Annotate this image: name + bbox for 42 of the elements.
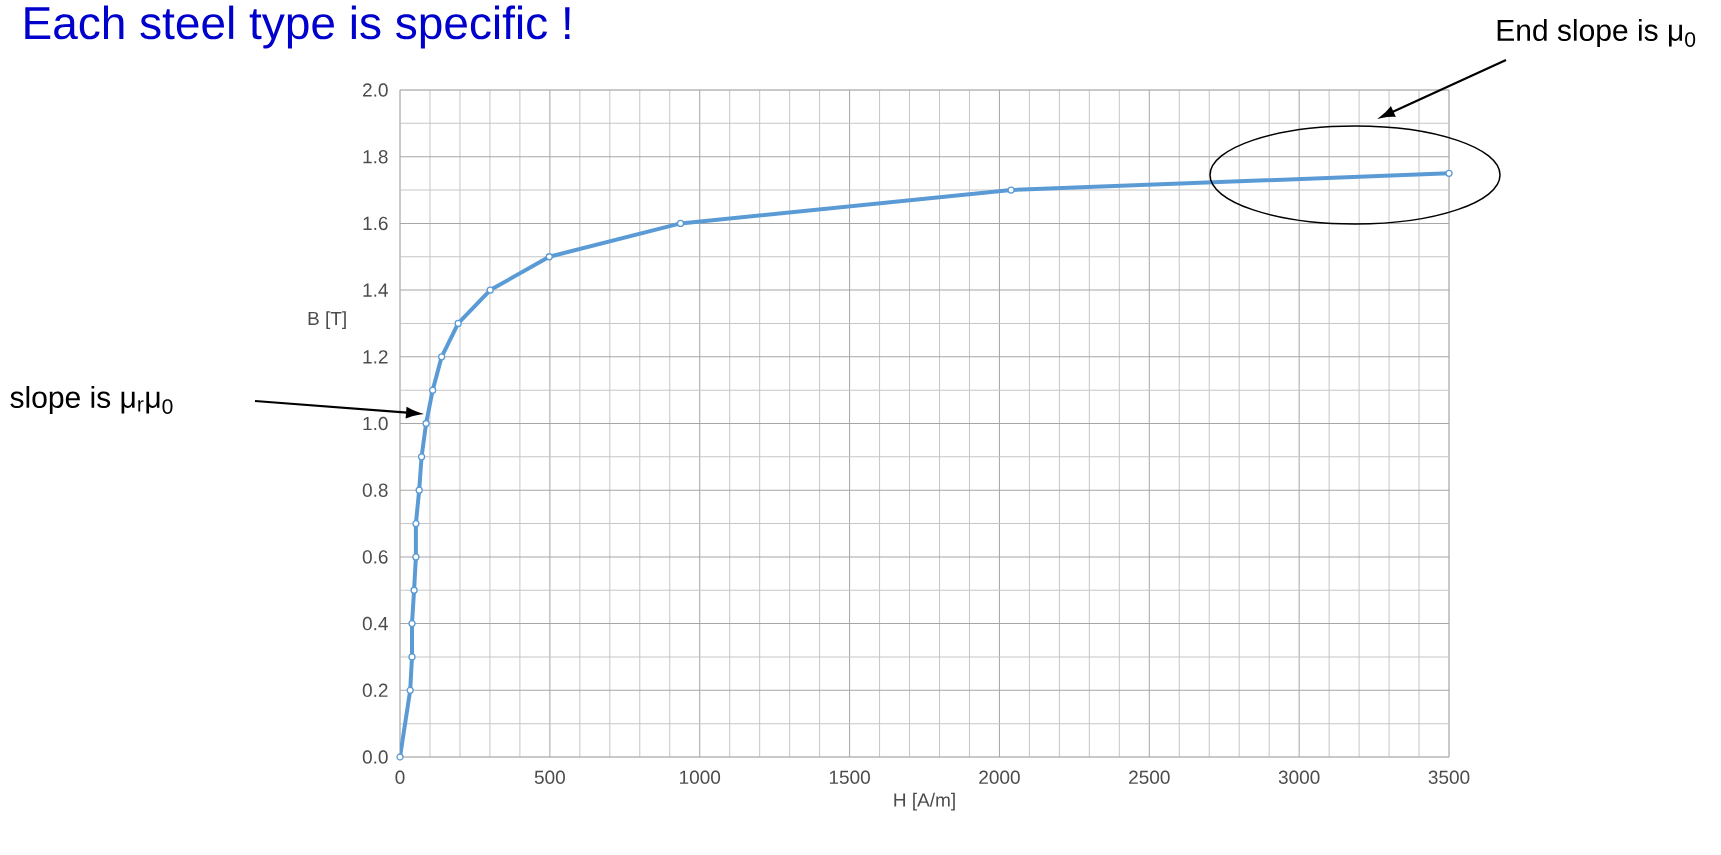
y-tick-label: 0.4: [362, 616, 388, 631]
point: [676, 219, 685, 228]
text: End slope is μ$_{0}$: [1497, 18, 1696, 48]
point: [406, 686, 414, 694]
y-tick-label: 1.8: [363, 149, 388, 164]
y-tick-label: 1.6: [363, 216, 388, 231]
point: [396, 753, 404, 761]
point: [429, 386, 437, 394]
x-tick-label: 1500: [829, 770, 870, 784]
y-axis-title: B [T]: [308, 311, 346, 329]
point: [422, 419, 430, 428]
point: [410, 586, 418, 594]
y-tick-label: 1.2: [363, 350, 388, 364]
text: slope is μ$_{r}$μ$_{0}$: [10, 385, 173, 415]
y-tick-label: 0.6: [362, 550, 388, 564]
x-tick-label: 3000: [1278, 770, 1320, 784]
y-tick-label: 0.8: [362, 483, 388, 497]
point: [545, 253, 553, 261]
point: [454, 319, 462, 328]
y-tick-label: 2.0: [363, 83, 388, 97]
point: [438, 353, 446, 361]
point: [486, 286, 494, 294]
point: [1445, 169, 1453, 178]
x-tick-label: 2000: [979, 770, 1020, 784]
point: [1007, 186, 1015, 194]
chart-title: Each steel type is specific !: [25, 5, 570, 49]
point: [408, 619, 416, 628]
x-tick-label: 1000: [680, 770, 721, 784]
point: [415, 486, 423, 494]
point: [408, 653, 416, 661]
point: [417, 453, 426, 461]
x-tick-label: 2500: [1129, 770, 1170, 784]
point: [412, 553, 420, 561]
y-tick-label: 1.4: [363, 283, 388, 297]
y-tick-label: 0.0: [362, 750, 388, 764]
x-tick-label: 500: [534, 770, 565, 784]
x-tick-label: 3500: [1428, 770, 1470, 784]
y-tick-label: 1.0: [363, 416, 388, 431]
point: [412, 519, 420, 528]
x-axis-title: H [A/m]: [894, 792, 955, 811]
y-tick-label: 0.2: [362, 683, 388, 698]
x-tick-label: 0: [395, 770, 405, 784]
